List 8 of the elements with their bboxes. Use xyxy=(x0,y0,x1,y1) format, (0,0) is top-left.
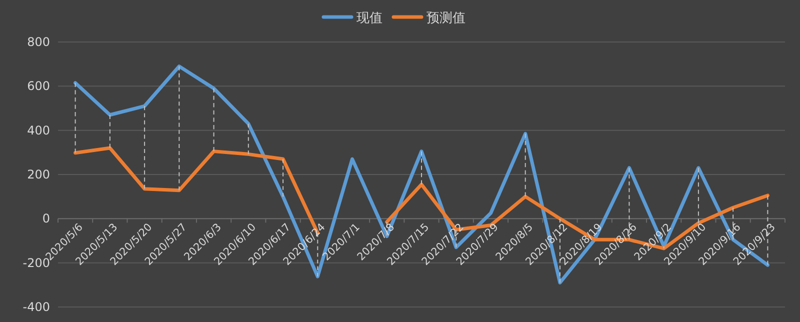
legend-label: 预测值 xyxy=(426,11,466,26)
y-tick-label: 200 xyxy=(27,168,50,182)
y-tick-label: -400 xyxy=(22,300,50,314)
y-tick-label: 800 xyxy=(27,35,50,49)
legend-label: 现值 xyxy=(356,11,382,26)
y-tick-label: 400 xyxy=(27,123,50,138)
y-tick-label: 600 xyxy=(27,79,50,94)
y-tick-label: 0 xyxy=(42,212,50,226)
